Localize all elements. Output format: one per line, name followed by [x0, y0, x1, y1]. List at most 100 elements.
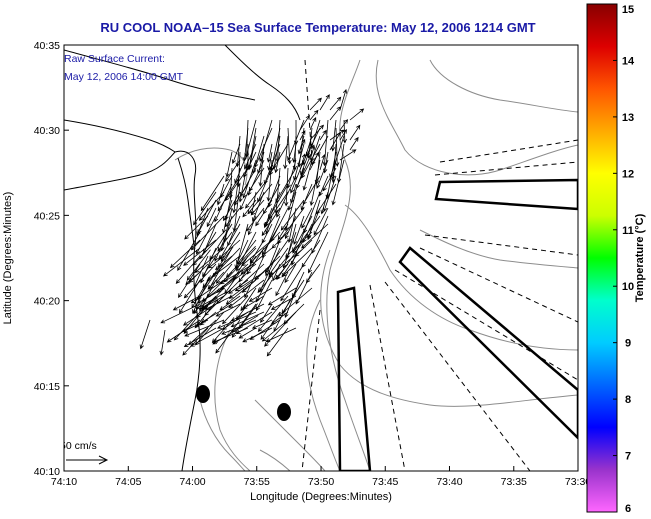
current-vector [182, 303, 217, 326]
current-vector [319, 154, 326, 171]
y-tick-label: 40:25 [34, 210, 60, 222]
current-vector [339, 128, 347, 141]
current-vector [308, 231, 329, 274]
current-vector [200, 175, 225, 212]
current-vector [301, 207, 313, 229]
colorbar-tick-label: 6 [625, 503, 631, 515]
current-vector [302, 159, 313, 191]
current-vector [198, 297, 218, 310]
colorbar-tick-label: 8 [625, 394, 631, 406]
current-vector [339, 119, 349, 131]
colorbar-tick-label: 9 [625, 338, 631, 350]
current-vector [257, 295, 289, 332]
current-vector [178, 263, 201, 299]
current-vector [238, 327, 257, 339]
beam-line-8 [369, 284, 406, 471]
map-title: RU COOL NOAA–15 Sea Surface Temperature:… [100, 20, 535, 35]
current-vector [179, 279, 201, 314]
beam-line-7 [384, 281, 531, 471]
current-vector [190, 327, 225, 347]
current-vector [266, 327, 289, 357]
sector-boxes [336, 178, 578, 471]
current-vector [173, 311, 201, 341]
current-vector [192, 275, 211, 314]
current-vector [224, 207, 241, 228]
x-tick-label: 73:55 [244, 476, 270, 488]
current-vector [228, 280, 254, 299]
x-tick-label: 74:10 [51, 476, 77, 488]
bathymetry-contour-1 [326, 59, 371, 471]
current-vector [184, 215, 209, 240]
bathymetry-contours [174, 59, 578, 471]
current-vector [349, 108, 365, 121]
current-vector [215, 303, 241, 317]
x-tick-label: 73:30 [565, 476, 591, 488]
current-vector [309, 109, 319, 121]
current-vector [225, 245, 256, 278]
current-vector [290, 159, 305, 194]
bathymetry-contour-12 [259, 449, 291, 471]
current-vector [185, 271, 201, 285]
current-vector [233, 183, 249, 206]
bathymetry-contour-9 [429, 59, 578, 113]
current-vector [311, 215, 329, 254]
current-vector [216, 183, 225, 206]
coastline [64, 45, 301, 471]
bathymetry-contour-6 [419, 229, 578, 269]
current-vector [188, 319, 217, 346]
current-vector [309, 145, 316, 161]
current-vector [299, 130, 306, 141]
coastline-raritan-bay [64, 119, 176, 153]
current-vector [242, 327, 273, 343]
station-marker-2 [277, 403, 291, 421]
current-vector [309, 116, 317, 131]
current-vector [183, 263, 217, 299]
current-vector [297, 135, 305, 155]
current-vector [291, 143, 297, 163]
current-vector [287, 127, 292, 165]
current-vector [261, 223, 281, 256]
current-vector [194, 311, 225, 346]
current-vector [309, 151, 319, 171]
current-vector [329, 131, 341, 151]
current-vector [339, 88, 348, 111]
colorbar-tick-label: 15 [622, 4, 634, 16]
colorbar: 6 7 8 9 10 11 12 13 14 15 Temperature (°C) [586, 3, 646, 515]
scale-label: 50 cm/s [60, 440, 97, 452]
beam-line-1 [304, 59, 313, 161]
coastline-new-jersey [64, 150, 201, 471]
current-vector [331, 159, 345, 206]
current-vector [313, 207, 329, 236]
bathymetry-contour-11 [199, 399, 246, 471]
current-vector [238, 255, 257, 283]
current-vector [159, 329, 166, 356]
current-vector [193, 191, 217, 226]
current-vector [284, 215, 297, 240]
current-vector [247, 183, 273, 215]
current-vector [242, 295, 265, 309]
current-vector [264, 311, 297, 347]
current-vector [309, 124, 324, 141]
bathymetry-contour-10 [174, 147, 248, 186]
current-vector [242, 199, 257, 218]
current-vector [239, 191, 249, 211]
current-vector [334, 127, 340, 167]
current-vector [284, 279, 301, 319]
current-vector [235, 135, 241, 168]
y-tick-label: 40:10 [34, 466, 60, 478]
current-vector [248, 287, 273, 302]
current-vector [329, 106, 342, 121]
beam-line-3 [434, 161, 578, 176]
sector-box-south [336, 286, 372, 471]
current-vector [222, 295, 249, 325]
current-vector [287, 207, 297, 243]
beam-line-5 [419, 247, 578, 323]
current-vector [183, 239, 217, 266]
y-tick-label: 40:30 [34, 125, 60, 137]
current-vector [198, 191, 225, 221]
x-axis-label: Longitude (Degrees:Minutes) [250, 491, 392, 503]
current-vector [177, 231, 201, 272]
bathymetry-contour-7 [214, 329, 251, 471]
current-vector [266, 143, 273, 163]
current-vector [181, 319, 209, 333]
